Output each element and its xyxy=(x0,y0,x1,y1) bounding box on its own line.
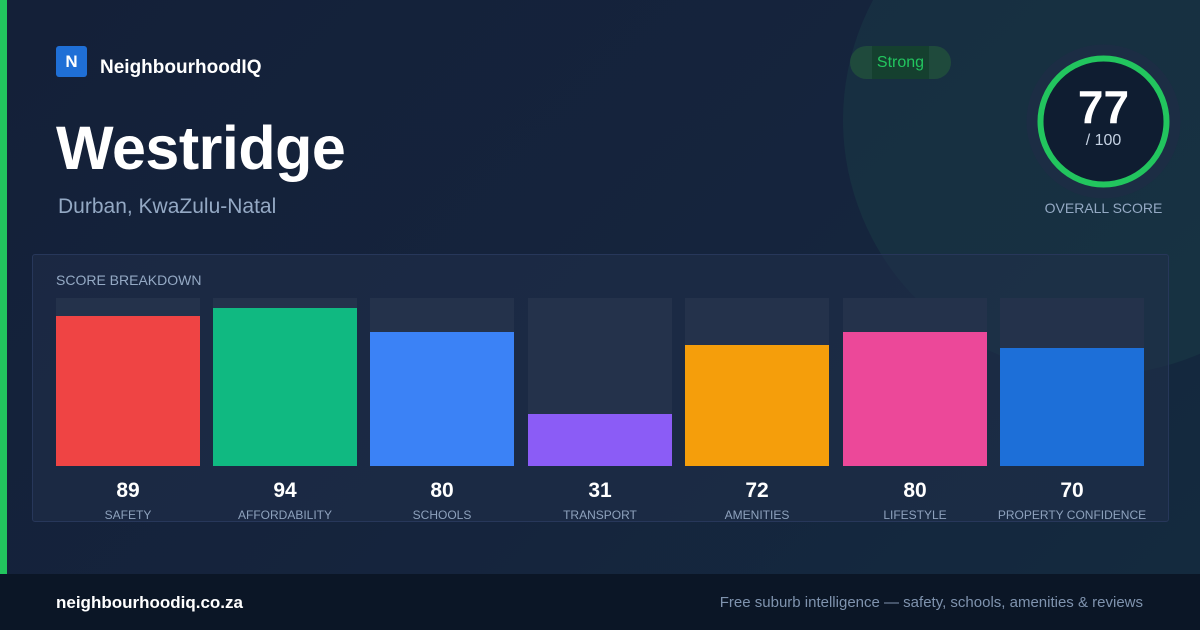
bar-fill xyxy=(56,316,200,466)
bar-schools: 80 SCHOOLS xyxy=(370,298,514,522)
bar-fill xyxy=(1000,348,1144,466)
bar-value: 72 xyxy=(745,479,769,502)
overall-score-max: / 100 xyxy=(1085,132,1122,149)
bar-label: AFFORDABILITY xyxy=(237,508,332,522)
bar-label: PROPERTY CONFIDENCE xyxy=(997,508,1147,522)
bar-value: 80 xyxy=(430,479,454,502)
bar-track xyxy=(685,298,829,466)
bar-label: TRANSPORT xyxy=(563,508,637,522)
bar-amenities: 72 AMENITIES xyxy=(685,298,829,522)
suburb-location: Durban, KwaZulu-Natal xyxy=(58,195,277,218)
bar-value: 89 xyxy=(116,479,140,502)
bar-track xyxy=(213,298,357,466)
rating-badge: Strong xyxy=(850,46,951,79)
overall-score-label: OVERALL SCORE xyxy=(1044,200,1163,216)
score-breakdown-title: SCORE BREAKDOWN xyxy=(56,272,202,288)
bar-fill xyxy=(685,345,829,466)
bar-label: AMENITIES xyxy=(724,508,790,522)
bar-fill xyxy=(843,331,987,466)
overall-score-value: 77 xyxy=(1077,81,1130,133)
bar-lifestyle: 80 LIFESTYLE xyxy=(843,298,987,522)
footer-tagline: Free suburb intelligence — safety, schoo… xyxy=(719,594,1143,611)
score-ring-progress xyxy=(1037,55,1170,188)
brand-logo-letter: N xyxy=(65,51,78,71)
rating-badge-label: Strong xyxy=(876,53,925,71)
bar-safety: 89 SAFETY xyxy=(56,298,200,522)
bar-value: 31 xyxy=(588,479,612,502)
bar-value: 80 xyxy=(903,479,927,502)
brand-logo: N xyxy=(56,46,87,77)
bar-affordability: 94 AFFORDABILITY xyxy=(213,298,357,522)
suburb-title: Westridge xyxy=(56,114,346,182)
overall-score-ring xyxy=(1026,44,1181,199)
bar-property-confidence: 70 PROPERTY CONFIDENCE xyxy=(998,298,1146,522)
brand-name: NeighbourhoodIQ xyxy=(100,57,262,78)
bar-track xyxy=(1000,298,1144,466)
bar-track xyxy=(56,298,200,466)
accent-bar xyxy=(0,0,7,574)
bar-track xyxy=(843,298,987,466)
footer-url-link[interactable]: neighbourhoodiq.co.za xyxy=(56,593,243,612)
bar-label: SAFETY xyxy=(104,508,152,522)
bar-fill xyxy=(370,331,514,466)
bar-label: LIFESTYLE xyxy=(883,508,947,522)
bar-fill xyxy=(528,413,672,466)
bar-value: 70 xyxy=(1060,479,1084,502)
bar-value: 94 xyxy=(273,479,297,502)
bar-track xyxy=(528,298,672,466)
footer xyxy=(0,574,1200,630)
bar-track xyxy=(370,298,514,466)
bar-label: SCHOOLS xyxy=(412,508,472,522)
score-ring-inner xyxy=(1040,58,1167,185)
bar-fill xyxy=(213,308,357,466)
bar-transport: 31 TRANSPORT xyxy=(528,298,672,522)
